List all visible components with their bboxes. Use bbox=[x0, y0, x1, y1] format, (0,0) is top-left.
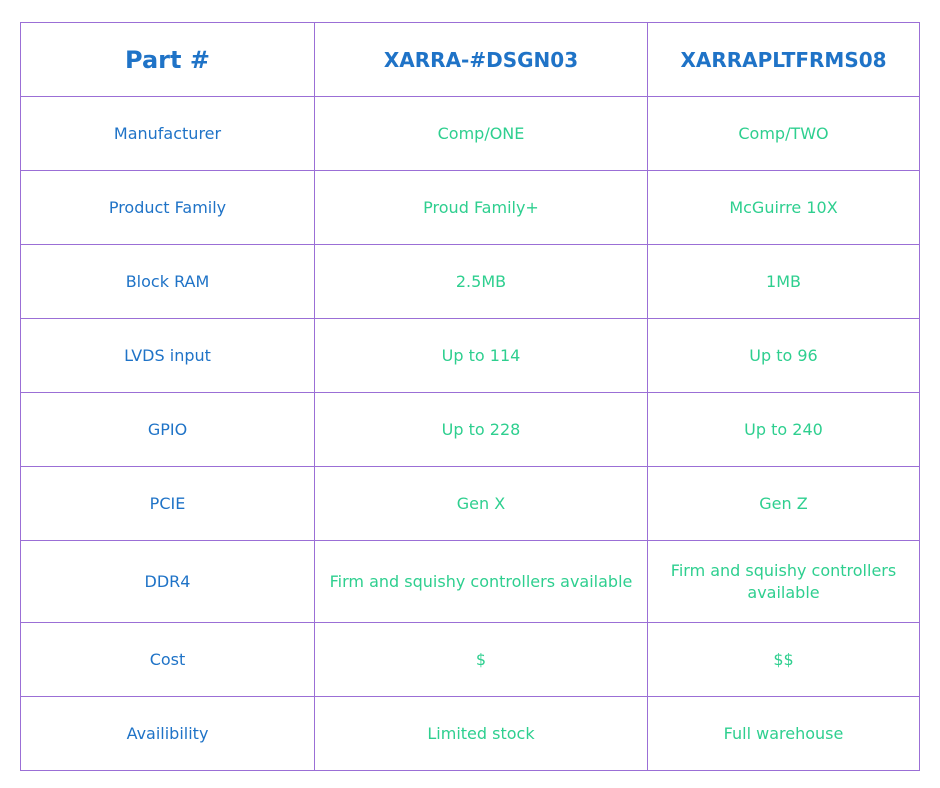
table-row: Manufacturer Comp/ONE Comp/TWO bbox=[20, 96, 920, 171]
part-b-value: McGuirre 10X bbox=[647, 170, 920, 245]
part-b-value: 1MB bbox=[647, 244, 920, 319]
header-row: Part # XARRA-#DSGN03 XARRAPLTFRMS08 bbox=[20, 22, 920, 97]
part-a-value: Up to 228 bbox=[314, 392, 648, 467]
part-a-value: Proud Family+ bbox=[314, 170, 648, 245]
table-row: DDR4 Firm and squishy controllers availa… bbox=[20, 540, 920, 623]
part-a-value: Firm and squishy controllers available bbox=[314, 540, 648, 623]
part-b-header: XARRAPLTFRMS08 bbox=[647, 22, 920, 97]
part-a-value: 2.5MB bbox=[314, 244, 648, 319]
row-label-block-ram: Block RAM bbox=[20, 244, 315, 319]
part-number-header: Part # bbox=[20, 22, 315, 97]
part-b-value: Gen Z bbox=[647, 466, 920, 541]
comparison-table: Part # XARRA-#DSGN03 XARRAPLTFRMS08 Manu… bbox=[20, 22, 920, 771]
row-label-availibility: Availibility bbox=[20, 696, 315, 771]
part-a-value: Limited stock bbox=[314, 696, 648, 771]
row-label-pcie: PCIE bbox=[20, 466, 315, 541]
row-label-manufacturer: Manufacturer bbox=[20, 96, 315, 171]
table-row: Availibility Limited stock Full warehous… bbox=[20, 696, 920, 771]
table-row: PCIE Gen X Gen Z bbox=[20, 466, 920, 541]
row-label-product-family: Product Family bbox=[20, 170, 315, 245]
table-row: Cost $ $$ bbox=[20, 622, 920, 697]
part-a-value: Gen X bbox=[314, 466, 648, 541]
part-b-value: Up to 240 bbox=[647, 392, 920, 467]
part-b-value: $$ bbox=[647, 622, 920, 697]
table-row: LVDS input Up to 114 Up to 96 bbox=[20, 318, 920, 393]
part-b-value: Full warehouse bbox=[647, 696, 920, 771]
part-b-value: Comp/TWO bbox=[647, 96, 920, 171]
part-b-value: Firm and squishy controllers available bbox=[647, 540, 920, 623]
part-b-value: Up to 96 bbox=[647, 318, 920, 393]
row-label-cost: Cost bbox=[20, 622, 315, 697]
row-label-lvds-input: LVDS input bbox=[20, 318, 315, 393]
row-label-gpio: GPIO bbox=[20, 392, 315, 467]
table-row: GPIO Up to 228 Up to 240 bbox=[20, 392, 920, 467]
row-label-ddr4: DDR4 bbox=[20, 540, 315, 623]
part-a-value: Comp/ONE bbox=[314, 96, 648, 171]
part-a-value: Up to 114 bbox=[314, 318, 648, 393]
table-row: Product Family Proud Family+ McGuirre 10… bbox=[20, 170, 920, 245]
part-a-header: XARRA-#DSGN03 bbox=[314, 22, 648, 97]
part-a-value: $ bbox=[314, 622, 648, 697]
table-row: Block RAM 2.5MB 1MB bbox=[20, 244, 920, 319]
